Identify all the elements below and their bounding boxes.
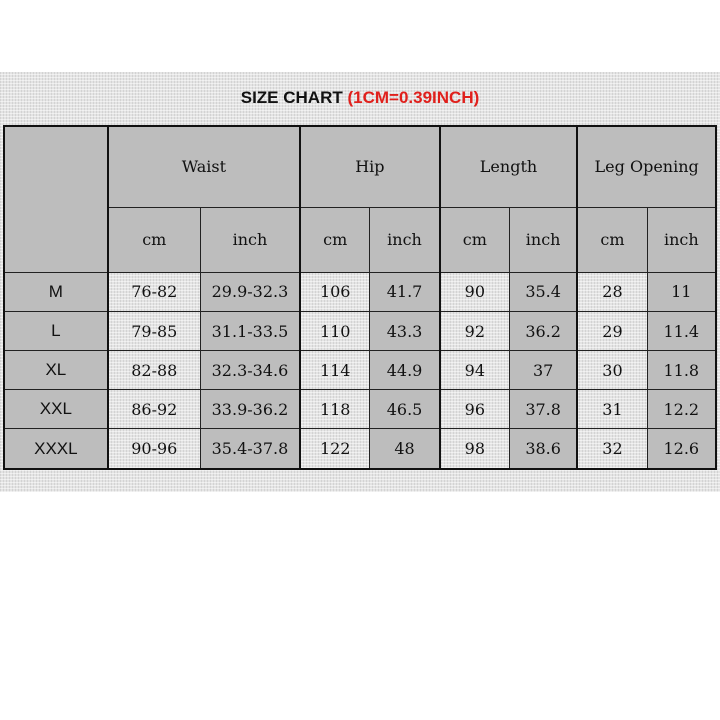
size-label: XXL <box>3 389 109 430</box>
group-header: Waist <box>106 125 301 208</box>
value-cell: 106 <box>299 271 371 312</box>
value-cell: 12.2 <box>646 389 717 430</box>
value-cell: 41.7 <box>369 271 441 312</box>
group-header: Leg Opening <box>576 125 717 208</box>
value-cell: 28 <box>576 271 648 312</box>
table-row: M 76-82 29.9-32.3 106 41.7 90 35.4 28 11 <box>3 271 717 312</box>
value-cell: 38.6 <box>508 428 578 470</box>
value-cell: 118 <box>299 389 371 430</box>
value-cell: 32.3-34.6 <box>199 350 301 391</box>
size-label: XXXL <box>3 428 109 470</box>
unit-header: cm <box>576 206 648 273</box>
value-cell: 114 <box>299 350 371 391</box>
value-cell: 11.4 <box>646 310 717 352</box>
value-cell: 86-92 <box>106 389 201 430</box>
unit-header: inch <box>646 206 717 273</box>
value-cell: 79-85 <box>106 310 201 352</box>
page-title: SIZE CHART (1CM=0.39INCH) <box>0 88 720 108</box>
value-cell: 31.1-33.5 <box>199 310 301 352</box>
value-cell: 94 <box>438 350 510 391</box>
value-cell: 33.9-36.2 <box>199 389 301 430</box>
unit-header: cm <box>106 206 201 273</box>
unit-header: cm <box>438 206 510 273</box>
value-cell: 96 <box>438 389 510 430</box>
size-label: M <box>3 271 109 312</box>
value-cell: 36.2 <box>508 310 578 352</box>
unit-header: cm <box>299 206 371 273</box>
title-text: SIZE CHART <box>240 88 348 107</box>
size-label: L <box>3 310 109 352</box>
conversion-note: (1CM=0.39INCH) <box>347 88 480 107</box>
value-cell: 29.9-32.3 <box>199 271 301 312</box>
table-row: XL 82-88 32.3-34.6 114 44.9 94 37 30 11.8 <box>3 350 717 391</box>
unit-header: inch <box>199 206 301 273</box>
value-cell: 46.5 <box>369 389 441 430</box>
value-cell: 43.3 <box>369 310 441 352</box>
value-cell: 11.8 <box>646 350 717 391</box>
size-label: XL <box>3 350 109 391</box>
value-cell: 92 <box>438 310 510 352</box>
value-cell: 90-96 <box>106 428 201 470</box>
value-cell: 37.8 <box>508 389 578 430</box>
unit-header: inch <box>369 206 441 273</box>
value-cell: 110 <box>299 310 371 352</box>
value-cell: 12.6 <box>646 428 717 470</box>
group-header: Length <box>438 125 578 208</box>
table-row: XXL 86-92 33.9-36.2 118 46.5 96 37.8 31 12.2 <box>3 389 717 430</box>
value-cell: 48 <box>369 428 441 470</box>
value-cell: 35.4 <box>508 271 578 312</box>
unit-header: inch <box>508 206 578 273</box>
value-cell: 30 <box>576 350 648 391</box>
value-cell: 31 <box>576 389 648 430</box>
value-cell: 35.4-37.8 <box>199 428 301 470</box>
value-cell: 37 <box>508 350 578 391</box>
value-cell: 76-82 <box>106 271 201 312</box>
value-cell: 90 <box>438 271 510 312</box>
value-cell: 32 <box>576 428 648 470</box>
table-row: L 79-85 31.1-33.5 110 43.3 92 36.2 29 11.4 <box>3 310 717 352</box>
table-row: XXXL 90-96 35.4-37.8 122 48 98 38.6 32 12.6 <box>3 428 717 470</box>
size-chart-table: Waist Hip Length Leg Opening cm inch cm inc… <box>3 125 717 470</box>
value-cell: 82-88 <box>106 350 201 391</box>
value-cell: 11 <box>646 271 717 312</box>
group-header: Hip <box>299 125 441 208</box>
value-cell: 122 <box>299 428 371 470</box>
value-cell: 29 <box>576 310 648 352</box>
value-cell: 44.9 <box>369 350 441 391</box>
corner-cell <box>3 125 109 273</box>
value-cell: 98 <box>438 428 510 470</box>
